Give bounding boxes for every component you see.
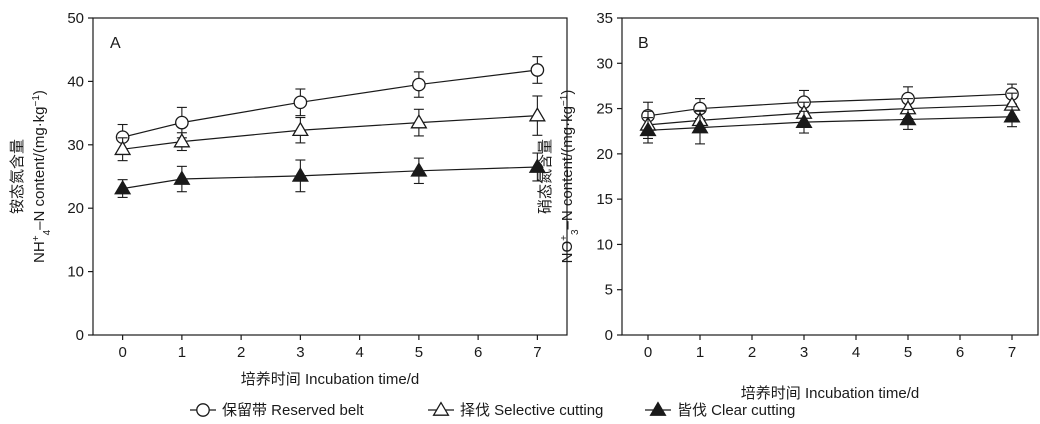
x-tick-label: 1 xyxy=(696,344,704,361)
y-tick-label: 10 xyxy=(67,264,84,281)
y-axis-unit-exponent: −1 xyxy=(559,94,570,106)
data-point xyxy=(173,170,191,185)
y-axis-species: NH xyxy=(31,241,48,263)
data-point xyxy=(528,158,546,173)
y-tick-label: 30 xyxy=(596,55,613,72)
y-axis-subscript: 4 xyxy=(42,229,53,235)
data-point xyxy=(639,121,657,137)
y-axis-title-cn: 铵态氮含量 xyxy=(9,139,26,214)
data-point xyxy=(175,115,189,130)
x-tick-label: 6 xyxy=(474,344,482,361)
y-axis-subscript: 3 xyxy=(570,229,581,235)
y-axis-title-cn: 硝态氮含量 xyxy=(537,139,554,214)
data-point xyxy=(1003,108,1021,123)
y-tick-label: 35 xyxy=(596,10,613,27)
y-tick-label: 0 xyxy=(76,327,84,344)
x-tick-label: 3 xyxy=(296,344,304,361)
legend-label: 保留带 Reserved belt xyxy=(222,402,365,419)
y-axis-charge: + xyxy=(559,235,570,241)
legend-marker xyxy=(649,401,667,416)
legend-marker xyxy=(432,401,450,416)
x-axis-title: 培养时间 Incubation time/d xyxy=(241,371,419,388)
data-point xyxy=(291,167,309,182)
y-tick-label: 20 xyxy=(596,146,613,163)
y-tick-label: 40 xyxy=(67,73,84,90)
x-tick-label: 7 xyxy=(533,344,541,361)
data-point xyxy=(114,179,132,195)
x-tick-label: 4 xyxy=(852,344,860,361)
data-point xyxy=(293,95,308,110)
data-point xyxy=(530,63,545,77)
data-point xyxy=(410,162,428,177)
y-tick-label: 25 xyxy=(596,101,613,118)
legend-label: 择伐 Selective cutting xyxy=(460,402,603,419)
y-tick-label: 50 xyxy=(67,10,84,27)
x-tick-label: 0 xyxy=(118,344,126,361)
legend-item-1: 保留带 Reserved belt xyxy=(190,402,365,419)
x-tick-label: 2 xyxy=(237,344,245,361)
legend-marker xyxy=(196,403,210,417)
y-axis-charge: + xyxy=(31,235,42,241)
series-2 xyxy=(114,95,546,162)
x-tick-label: 7 xyxy=(1008,344,1016,361)
data-point xyxy=(173,132,191,148)
x-tick-label: 3 xyxy=(800,344,808,361)
x-tick-label: 5 xyxy=(415,344,423,361)
y-axis-close-paren: ) xyxy=(31,90,48,95)
data-point xyxy=(795,113,813,128)
legend-item-3: 皆伐 Clear cutting xyxy=(645,401,795,419)
plot-frame xyxy=(621,17,1039,336)
y-axis-dash: –N xyxy=(559,206,576,229)
legend: 保留带 Reserved belt 择伐 Selective cutting 皆伐 … xyxy=(190,401,795,419)
y-tick-label: 20 xyxy=(67,200,84,217)
data-point xyxy=(291,121,309,137)
y-tick-label: 5 xyxy=(605,282,613,299)
y-axis-unit-text: content/(mg·kg xyxy=(31,106,48,206)
y-tick-label: 10 xyxy=(596,236,613,253)
series-3 xyxy=(114,152,546,198)
data-point xyxy=(114,140,132,156)
plot-frame xyxy=(92,17,568,336)
panel-label: A xyxy=(110,35,121,52)
x-tick-label: 6 xyxy=(956,344,964,361)
x-tick-label: 4 xyxy=(355,344,363,361)
y-axis-unit-text: content/(mg·kg xyxy=(559,106,576,206)
data-point xyxy=(412,77,426,92)
data-point xyxy=(528,106,546,122)
data-point xyxy=(899,110,917,126)
y-tick-label: 30 xyxy=(67,137,84,154)
y-axis-title-en: NO+3–N content/(mg·kg−1) xyxy=(559,90,581,264)
y-tick-label: 0 xyxy=(605,327,613,344)
y-axis-close-paren: ) xyxy=(559,90,576,95)
x-axis-title: 培养时间 Incubation time/d xyxy=(741,385,919,402)
series-1 xyxy=(115,56,545,151)
x-tick-label: 1 xyxy=(178,344,186,361)
x-tick-label: 0 xyxy=(644,344,652,361)
panel-b-no3-chart: 0 5 10 15 20 25 30 35 0 1 2 3 4 5 6 7 B 培养时间 Incubation t… xyxy=(537,10,1039,402)
legend-item-2: 择伐 Selective cutting xyxy=(428,401,603,419)
y-axis-unit-exponent: −1 xyxy=(31,95,42,107)
data-point xyxy=(691,118,709,134)
y-axis-species: NO xyxy=(559,241,576,264)
y-axis-dash: –N xyxy=(31,207,48,230)
data-point xyxy=(410,113,428,129)
series-3 xyxy=(639,106,1021,145)
panel-a-nh4-chart: 0 10 20 30 40 50 0 1 2 3 4 5 6 7 A 培养时间 Incubation time… xyxy=(9,10,568,388)
x-tick-label: 5 xyxy=(904,344,912,361)
panel-label: B xyxy=(638,35,649,52)
x-tick-label: 2 xyxy=(748,344,756,361)
legend-label: 皆伐 Clear cutting xyxy=(677,402,795,419)
y-tick-label: 15 xyxy=(596,191,613,208)
y-axis-title-en: NH+4–N content/(mg·kg−1) xyxy=(31,90,53,263)
